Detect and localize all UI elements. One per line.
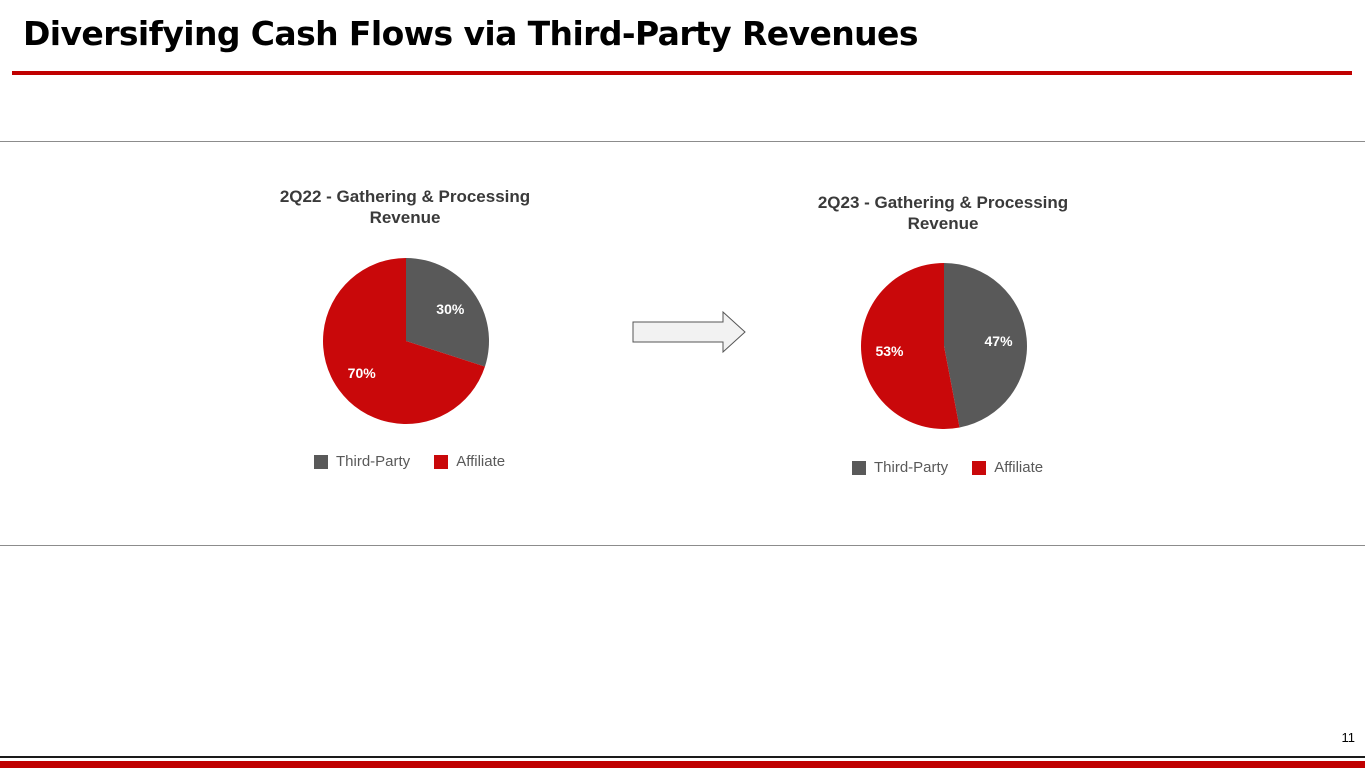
legend-2q23: Third-Party Affiliate [852,459,1043,476]
chart-title-line: 2Q23 - Gathering & Processing [817,193,1069,212]
legend-2q22: Third-Party Affiliate [314,453,505,470]
chart-title-line: Revenue [907,214,979,233]
chart-title-2q22: 2Q22 - Gathering & Processing Revenue [255,186,555,228]
footer-line [0,756,1365,758]
pie-chart-2q23: 47% 53% [860,263,1027,429]
legend-swatch-third-party [852,460,866,475]
right-arrow-icon [632,310,746,354]
chart-title-line: 2Q22 - Gathering & Processing [279,187,531,206]
legend-item-third-party: Third-Party [852,459,948,476]
page-number: 11 [1341,730,1356,745]
pie-slice-third-party [944,263,1027,428]
pie-slice-third-party [406,258,489,367]
bottom-divider [0,545,1365,546]
data-label: 47% [985,333,1014,349]
slide-title: Diversifying Cash Flows via Third-Party … [23,14,918,53]
legend-swatch-affiliate [434,454,449,469]
legend-label: Affiliate [994,459,1044,476]
title-underline [12,71,1352,75]
legend-label: Third-Party [336,453,411,470]
pie-slice-affiliate [323,258,485,424]
data-label: 30% [436,301,465,317]
data-label: 70% [348,365,377,381]
legend-swatch-third-party [314,454,328,469]
top-divider [0,141,1365,142]
legend-swatch-affiliate [972,460,987,475]
pie-chart-2q22: 30% 70% [323,258,489,424]
pie-slice-affiliate [860,263,960,429]
footer-bar [0,761,1365,768]
legend-item-affiliate: Affiliate [972,459,1043,476]
legend-label: Affiliate [456,453,506,470]
chart-title-line: Revenue [369,208,441,227]
chart-title-2q23: 2Q23 - Gathering & Processing Revenue [793,192,1093,234]
data-label: 53% [875,343,904,359]
legend-label: Third-Party [874,459,949,476]
legend-item-affiliate: Affiliate [434,453,505,470]
legend-item-third-party: Third-Party [314,453,410,470]
